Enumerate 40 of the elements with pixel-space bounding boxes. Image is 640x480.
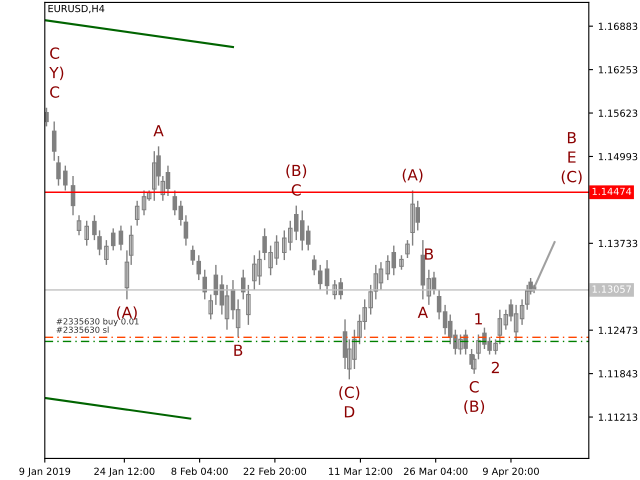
x-tick-label: 8 Feb 04:00 bbox=[171, 467, 228, 475]
y-tick-label: 1.15623 bbox=[598, 110, 638, 117]
annotation: B bbox=[234, 344, 242, 356]
candlestick bbox=[76, 214, 82, 236]
ref-line-label: 1.14474 bbox=[592, 188, 632, 195]
x-tick-label: 9 Jan 2019 bbox=[19, 468, 70, 477]
candlestick bbox=[56, 155, 61, 186]
annotation: (C) bbox=[562, 170, 582, 184]
annotation: (B) bbox=[464, 400, 484, 414]
annotation: 1 bbox=[475, 313, 482, 324]
annotation: (B) bbox=[286, 164, 306, 178]
y-tick-label: 1.16253 bbox=[598, 66, 638, 74]
annotation: (A) bbox=[117, 306, 137, 320]
annotation: B bbox=[425, 248, 434, 260]
annotation: Y) bbox=[49, 66, 64, 80]
ref-line-label: #2335630 sl bbox=[56, 326, 109, 333]
x-tick-label: 24 Jan 12:00 bbox=[94, 468, 154, 477]
annotation: D bbox=[344, 406, 354, 418]
x-tick-label: 11 Mar 12:00 bbox=[329, 468, 392, 475]
x-tick-label: 26 Mar 04:00 bbox=[404, 468, 468, 475]
x-tick-label: 9 Apr 20:00 bbox=[482, 468, 539, 477]
annotation: 2 bbox=[492, 362, 499, 374]
annotation: C bbox=[50, 47, 60, 59]
y-tick-label: 1.14993 bbox=[598, 152, 638, 160]
annotation: (C) bbox=[339, 386, 360, 400]
x-tick-label: 22 Feb 20:00 bbox=[244, 467, 306, 475]
annotation: E bbox=[568, 152, 576, 163]
ref-line-label: 1.13057 bbox=[592, 285, 631, 293]
annotation: A bbox=[153, 125, 164, 136]
annotation: B bbox=[568, 132, 576, 144]
y-tick-label: 1.11213 bbox=[598, 414, 638, 421]
y-tick-label: 1.11843 bbox=[598, 370, 638, 378]
annotation: C bbox=[470, 381, 479, 393]
chart-title: EURUSD,H4 bbox=[48, 4, 104, 14]
annotation: (A) bbox=[402, 168, 422, 182]
y-tick-label: 1.13733 bbox=[598, 240, 638, 248]
y-tick-label: 1.16883 bbox=[598, 22, 638, 30]
y-tick-label: 1.12473 bbox=[598, 326, 638, 334]
annotation: A bbox=[418, 306, 428, 318]
annotation: C bbox=[50, 86, 60, 98]
